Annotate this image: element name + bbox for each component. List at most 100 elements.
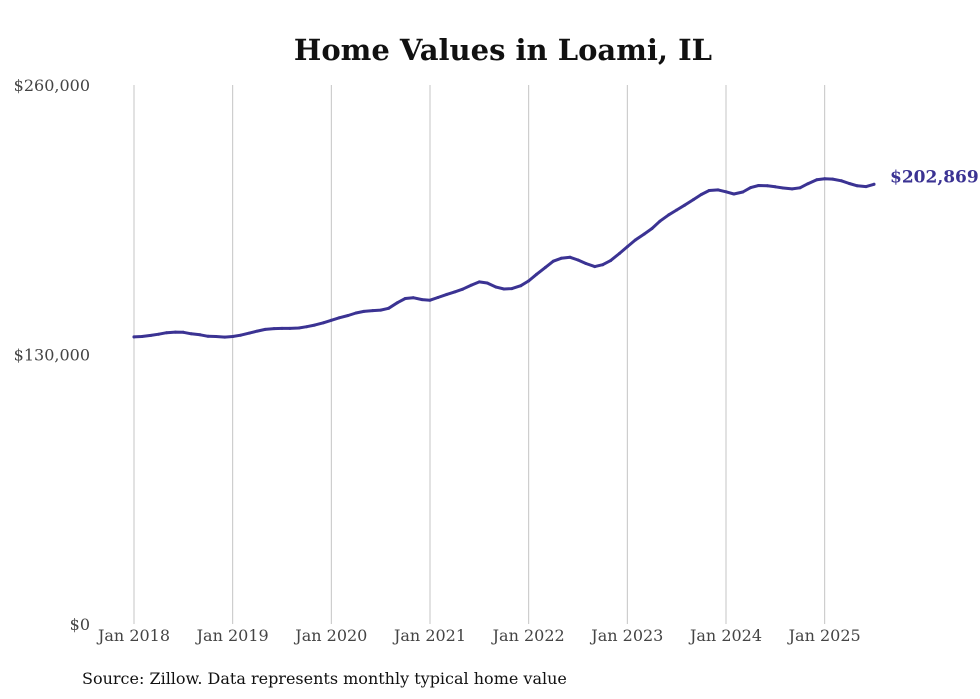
data-point xyxy=(280,326,284,330)
x-tick-label: Jan 2025 xyxy=(787,626,861,645)
x-tick-label: Jan 2018 xyxy=(96,626,170,645)
data-point xyxy=(181,330,185,334)
data-point xyxy=(839,179,843,183)
x-tick-label: Jan 2024 xyxy=(688,626,762,645)
data-point xyxy=(132,335,136,339)
data-point xyxy=(691,198,695,202)
data-point xyxy=(395,301,399,305)
data-point xyxy=(485,281,489,285)
home-value-points xyxy=(132,177,876,339)
data-point xyxy=(297,326,301,330)
data-point xyxy=(305,325,309,329)
data-point xyxy=(288,326,292,330)
data-point xyxy=(831,177,835,181)
y-tick-label: $130,000 xyxy=(14,346,90,365)
data-point xyxy=(502,287,506,291)
data-point xyxy=(453,290,457,294)
data-point xyxy=(346,314,350,317)
data-point xyxy=(716,188,720,192)
home-value-line xyxy=(132,177,876,339)
data-point xyxy=(140,335,144,338)
data-point xyxy=(823,177,827,181)
data-point xyxy=(798,186,802,190)
x-tick-label: Jan 2019 xyxy=(195,626,269,645)
data-point xyxy=(411,296,415,300)
data-point xyxy=(864,185,868,189)
data-point xyxy=(707,189,711,192)
data-point xyxy=(337,316,341,320)
data-point xyxy=(543,265,547,269)
data-point xyxy=(749,186,753,190)
data-point xyxy=(675,208,679,212)
data-point xyxy=(568,255,572,259)
data-point xyxy=(354,311,358,315)
data-point xyxy=(247,331,251,335)
data-point xyxy=(157,332,161,336)
x-gridlines xyxy=(133,85,826,624)
data-point xyxy=(806,182,810,186)
data-point xyxy=(436,296,440,299)
data-point xyxy=(510,287,514,291)
data-point xyxy=(625,245,629,249)
data-point xyxy=(445,292,449,296)
data-point xyxy=(815,178,819,182)
data-point xyxy=(173,330,177,334)
data-point xyxy=(263,327,267,331)
data-point xyxy=(371,309,375,313)
data-point xyxy=(642,232,646,236)
data-point xyxy=(551,259,555,263)
end-value-label: $202,869 xyxy=(890,167,979,187)
data-point xyxy=(773,185,777,189)
data-point xyxy=(658,219,662,223)
data-point xyxy=(321,321,325,325)
data-point xyxy=(362,309,366,313)
data-point xyxy=(855,184,859,188)
data-point xyxy=(765,184,769,188)
data-point xyxy=(584,262,588,265)
data-point xyxy=(757,184,761,187)
data-point xyxy=(847,182,851,185)
data-point xyxy=(741,190,745,194)
data-point xyxy=(633,238,637,242)
data-point xyxy=(198,333,202,337)
data-point xyxy=(403,297,407,300)
data-point xyxy=(609,259,613,263)
data-point xyxy=(223,335,227,339)
data-point xyxy=(559,256,563,260)
data-point xyxy=(593,265,597,269)
data-point xyxy=(683,203,687,207)
data-point xyxy=(494,285,498,289)
source-note: Source: Zillow. Data represents monthly … xyxy=(82,669,567,688)
x-tick-label: Jan 2023 xyxy=(589,626,663,645)
data-point xyxy=(732,192,736,196)
data-point xyxy=(724,190,728,194)
data-point xyxy=(469,283,473,287)
data-point xyxy=(477,280,481,284)
data-point xyxy=(428,298,432,302)
data-point xyxy=(790,187,794,191)
data-point xyxy=(379,308,383,312)
data-point xyxy=(519,284,523,288)
data-point xyxy=(165,331,169,335)
data-point xyxy=(872,182,876,186)
data-point xyxy=(206,334,210,338)
data-point xyxy=(255,329,259,333)
x-tick-label: Jan 2020 xyxy=(293,626,367,645)
data-point xyxy=(535,272,539,276)
data-point xyxy=(699,193,703,196)
chart-title: Home Values in Loami, IL xyxy=(294,33,712,67)
data-point xyxy=(576,258,580,262)
data-point xyxy=(667,213,671,217)
x-tick-label: Jan 2021 xyxy=(392,626,466,645)
data-point xyxy=(527,279,531,283)
data-point xyxy=(387,306,391,310)
y-tick-label: $0 xyxy=(70,615,90,634)
data-point xyxy=(149,333,153,337)
data-point xyxy=(231,335,235,338)
data-point xyxy=(214,335,218,338)
data-point xyxy=(461,287,465,291)
data-point xyxy=(601,263,605,267)
y-tick-label: $260,000 xyxy=(14,76,90,95)
data-point xyxy=(650,227,654,230)
